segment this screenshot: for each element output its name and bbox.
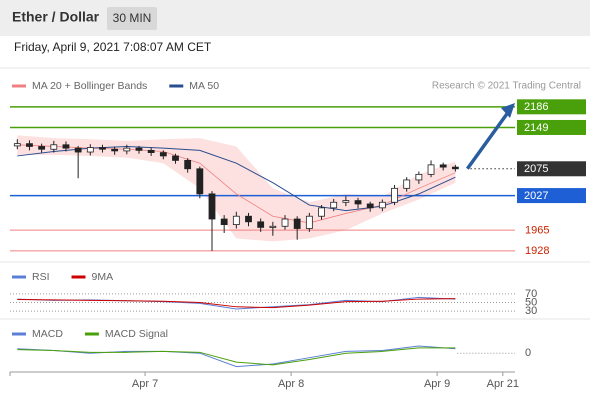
candle-body: [342, 200, 350, 203]
candle-body: [439, 164, 447, 168]
candle-body: [232, 215, 240, 226]
candle-body: [184, 160, 192, 170]
credit: Research © 2021 Trading Central: [432, 81, 581, 92]
x-tick-label: Apr 9: [424, 378, 450, 390]
candle-body: [245, 215, 252, 223]
level-box: [517, 99, 586, 115]
candle-body: [257, 221, 265, 228]
candle-body: [196, 168, 204, 195]
legend-label: MACD: [32, 328, 63, 340]
candle-body: [62, 144, 70, 149]
timestamp: Friday, April 9, 2021 7:08:07 AM CET: [14, 40, 212, 54]
timeframe-badge: [107, 7, 157, 30]
level-label: 1928: [525, 245, 549, 257]
level-label: 1965: [525, 225, 549, 237]
series-line: [17, 347, 456, 366]
x-tick-label: Apr 8: [278, 378, 304, 390]
candle-body: [415, 173, 423, 181]
candle-body: [354, 200, 362, 205]
candle-body: [147, 149, 155, 153]
candle-body: [378, 201, 386, 209]
y-tick-label: 70: [525, 288, 537, 300]
candle-body: [330, 201, 338, 209]
bollinger-band: [17, 135, 456, 242]
x-tick-label: Apr 21: [487, 378, 519, 390]
candle-body: [135, 147, 143, 151]
x-tick-label: Apr 7: [132, 378, 158, 390]
candle-body: [159, 152, 167, 157]
candle-body: [123, 147, 131, 152]
header-bar: [0, 0, 590, 36]
candle-body: [208, 193, 216, 220]
candle-body: [172, 155, 179, 161]
y-tick-label: 50: [525, 296, 537, 308]
candle-body: [318, 207, 325, 217]
candle-body: [111, 148, 119, 152]
level-label: 2075: [524, 163, 548, 175]
candle-body: [74, 147, 82, 153]
legend-label: 9MA: [92, 271, 114, 283]
timeframe: 30 MIN: [113, 11, 152, 25]
candle-body: [451, 166, 459, 170]
y-tick-label: 0: [525, 347, 531, 359]
projection-arrowhead: [501, 103, 515, 118]
y-tick-label: 30: [525, 305, 537, 317]
level-label: 2186: [524, 101, 548, 113]
candle-body: [26, 143, 33, 147]
candle-body: [403, 179, 411, 189]
candle-body: [269, 225, 277, 228]
series-line: [17, 298, 456, 309]
projection-arrow: [465, 109, 511, 170]
series-line: [17, 345, 456, 368]
level-label: 2027: [524, 190, 548, 202]
level-label: 2149: [524, 122, 548, 134]
candle-body: [220, 218, 228, 226]
candle-body: [281, 218, 289, 227]
legend-label: MACD Signal: [105, 328, 168, 340]
candle-body: [99, 147, 106, 150]
candle-body: [366, 203, 374, 209]
legend-label: MA 50: [189, 80, 219, 92]
level-box: [517, 188, 586, 204]
candle-body: [13, 143, 21, 147]
candle-body: [391, 187, 398, 203]
level-box: [517, 161, 586, 177]
title: Ether / Dollar: [12, 9, 100, 25]
legend-label: MA 20 + Bollinger Bands: [32, 80, 147, 92]
candle-body: [293, 218, 301, 229]
candle-body: [38, 146, 46, 150]
candle-body: [50, 144, 58, 150]
candle-body: [86, 147, 94, 153]
candle-body: [305, 215, 313, 229]
legend-label: RSI: [32, 271, 50, 283]
level-box: [517, 119, 586, 135]
candle-body: [427, 164, 435, 175]
